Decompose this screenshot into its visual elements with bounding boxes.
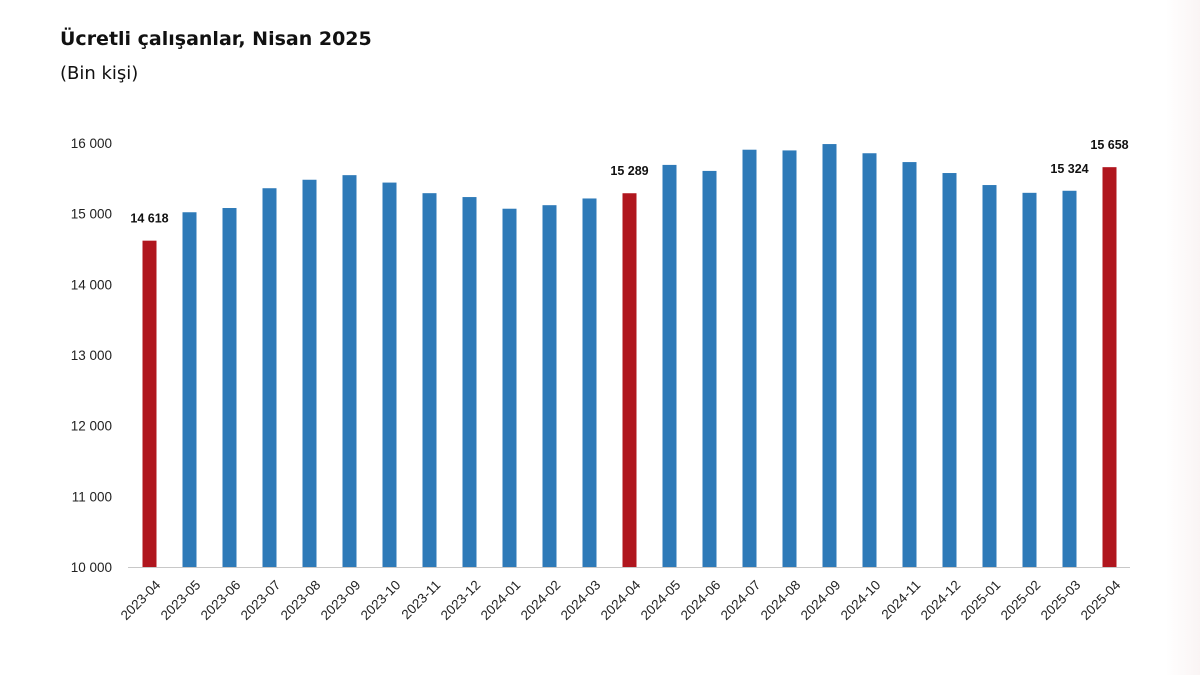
bar-2024-06 <box>702 170 717 567</box>
x-tick-label: 2024-04 <box>598 577 644 623</box>
x-tick-label: 2023-05 <box>158 577 204 623</box>
bar-2024-02 <box>542 205 557 568</box>
bar-2025-04 <box>1102 167 1117 567</box>
x-tick-label: 2024-11 <box>878 577 923 622</box>
bar-2024-04 <box>622 193 637 567</box>
bar-2023-05 <box>182 212 197 567</box>
bars-group <box>142 144 1117 568</box>
x-tick-label: 2023-12 <box>438 577 484 623</box>
data-label-2025-04: 15 658 <box>1090 138 1128 152</box>
x-tick-label: 2024-12 <box>918 577 964 623</box>
y-tick-label: 12 000 <box>71 419 112 434</box>
x-tick-label: 2024-09 <box>798 577 844 623</box>
bar-2025-03 <box>1062 190 1077 567</box>
x-tick-label: 2023-06 <box>198 577 244 623</box>
y-tick-label: 16 000 <box>71 136 112 151</box>
x-tick-label: 2025-01 <box>958 577 1004 623</box>
x-tick-label: 2023-08 <box>278 577 324 623</box>
y-axis-ticks: 10 000 11 000 12 000 13 000 14 000 15 000 16 0… <box>71 136 112 575</box>
x-tick-label: 2024-03 <box>558 577 604 623</box>
x-tick-label: 2023-07 <box>238 577 284 623</box>
bar-2024-07 <box>742 149 757 568</box>
bar-2023-08 <box>302 179 317 567</box>
x-tick-label: 2024-06 <box>678 577 724 623</box>
data-label-2023-04: 14 618 <box>130 212 168 226</box>
x-tick-label: 2023-04 <box>118 577 164 623</box>
bar-2023-12 <box>462 197 477 567</box>
y-tick-label: 14 000 <box>71 277 112 292</box>
x-tick-label: 2023-10 <box>358 577 404 623</box>
y-tick-label: 11 000 <box>72 489 112 504</box>
data-label-2025-03: 15 324 <box>1050 162 1088 176</box>
y-tick-label: 15 000 <box>71 207 112 222</box>
x-tick-label: 2025-03 <box>1038 577 1084 623</box>
x-tick-label: 2024-05 <box>638 577 684 623</box>
bar-2023-06 <box>222 208 237 567</box>
x-tick-label: 2023-09 <box>318 577 364 623</box>
x-tick-label: 2024-01 <box>478 577 524 623</box>
x-tick-label: 2023-11 <box>398 577 443 622</box>
bar-2023-10 <box>382 182 397 567</box>
bar-2024-03 <box>582 198 597 567</box>
bar-2024-05 <box>662 164 677 567</box>
bar-2025-01 <box>982 185 997 567</box>
x-axis-ticks: 2023-042023-052023-062023-072023-082023-… <box>118 577 1124 623</box>
x-tick-label: 2025-02 <box>998 577 1044 623</box>
bar-2024-09 <box>822 144 837 567</box>
x-tick-label: 2024-10 <box>838 577 884 623</box>
y-tick-label: 13 000 <box>71 348 112 363</box>
bar-2024-10 <box>862 153 877 567</box>
y-tick-label: 10 000 <box>71 560 112 575</box>
bar-2024-12 <box>942 173 957 568</box>
x-tick-label: 2024-07 <box>718 577 764 623</box>
bar-2023-07 <box>262 188 277 567</box>
chart-subtitle: (Bin kişi) <box>60 63 139 84</box>
chart-title: Ücretli çalışanlar, Nisan 2025 <box>60 28 372 50</box>
x-tick-label: 2024-08 <box>758 577 804 623</box>
bar-2023-04 <box>142 240 157 568</box>
bar-2023-09 <box>342 175 357 568</box>
bar-2024-01 <box>502 208 517 567</box>
x-tick-label: 2024-02 <box>518 577 564 623</box>
bar-2025-02 <box>1022 192 1037 567</box>
x-tick-label: 2025-04 <box>1078 577 1124 623</box>
bar-2023-11 <box>422 193 437 567</box>
data-label-2024-04: 15 289 <box>610 164 648 178</box>
bar-2024-11 <box>902 162 917 567</box>
bar-2024-08 <box>782 150 797 568</box>
